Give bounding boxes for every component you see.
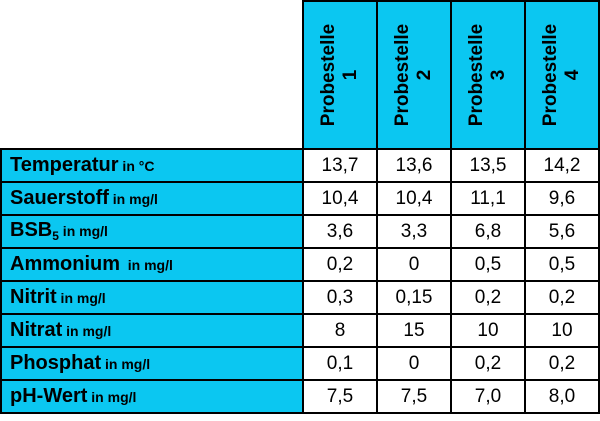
- row-label: Nitrat in mg/l: [0, 313, 304, 348]
- value-cell: 10: [450, 313, 526, 348]
- empty-corner-cell: [1, 1, 304, 150]
- value-cell: 8: [302, 313, 378, 348]
- parameter-name: Ammonium: [10, 253, 120, 275]
- row-label: Temperatur in °C: [0, 148, 304, 183]
- parameter-name: pH-Wert: [10, 385, 88, 407]
- table-row: Nitrit in mg/l 0,3 0,15 0,2 0,2: [0, 280, 600, 315]
- table-row: Temperatur in °C 13,7 13,6 13,5 14,2: [0, 148, 600, 183]
- value-cell: 0,5: [450, 247, 526, 282]
- header-probestelle-4: Probestelle 4: [524, 0, 600, 150]
- header-number: 2: [414, 69, 435, 81]
- value-cell: 13,5: [450, 148, 526, 183]
- value-cell: 13,6: [376, 148, 452, 183]
- parameter-unit: in mg/l: [58, 223, 108, 240]
- value-cell: 0,2: [450, 280, 526, 315]
- row-label: pH-Wert in mg/l: [0, 379, 304, 414]
- header-number: 4: [562, 69, 583, 81]
- parameter-unit: in mg/l: [62, 323, 112, 339]
- header-probestelle-3: Probestelle 3: [450, 0, 526, 150]
- table-row: Ammonium in mg/l 0,2 0 0,5 0,5: [0, 247, 600, 282]
- parameter-name: Sauerstoff: [10, 187, 109, 209]
- parameter-name: Phosphat: [10, 352, 102, 374]
- value-cell: 10: [524, 313, 600, 348]
- value-cell: 7,5: [302, 379, 378, 414]
- header-label: Probestelle: [392, 23, 413, 127]
- value-cell: 8,0: [524, 379, 600, 414]
- parameter-name: Temperatur: [10, 154, 119, 176]
- value-cell: 6,8: [450, 214, 526, 249]
- row-label: Ammonium in mg/l: [0, 247, 304, 282]
- value-cell: 5,6: [524, 214, 600, 249]
- parameter-unit: in mg/l: [120, 257, 173, 273]
- parameter-name: BSB: [10, 219, 53, 242]
- header-probestelle-1: Probestelle 1: [302, 0, 378, 150]
- value-cell: 9,6: [524, 181, 600, 216]
- header-label: Probestelle: [540, 23, 561, 127]
- value-cell: 7,5: [376, 379, 452, 414]
- value-cell: 0,2: [524, 280, 600, 315]
- parameter-unit: in mg/l: [108, 191, 158, 207]
- header-row: Probestelle 1 Probestelle 2 Probestelle …: [1, 0, 600, 150]
- value-cell: 3,6: [302, 214, 378, 249]
- value-cell: 0: [376, 247, 452, 282]
- table-row: Nitrat in mg/l 8 15 10 10: [0, 313, 600, 348]
- value-cell: 15: [376, 313, 452, 348]
- header-number: 3: [488, 69, 509, 81]
- row-label: Nitrit in mg/l: [0, 280, 304, 315]
- row-label: Phosphat in mg/l: [0, 346, 304, 381]
- value-cell: 0: [376, 346, 452, 381]
- value-cell: 11,1: [450, 181, 526, 216]
- header-label: Probestelle: [466, 23, 487, 127]
- table-row: BSB5 in mg/l 3,6 3,3 6,8 5,6: [0, 214, 600, 249]
- row-label: Sauerstoff in mg/l: [0, 181, 304, 216]
- header-number: 1: [340, 69, 361, 81]
- table-row: Sauerstoff in mg/l 10,4 10,4 11,1 9,6: [0, 181, 600, 216]
- value-cell: 0,2: [302, 247, 378, 282]
- header-label: Probestelle: [318, 23, 339, 127]
- value-cell: 0,2: [524, 346, 600, 381]
- value-cell: 3,3: [376, 214, 452, 249]
- row-label: BSB5 in mg/l: [0, 214, 304, 249]
- value-cell: 0,1: [302, 346, 378, 381]
- parameter-unit: in mg/l: [87, 389, 137, 405]
- value-cell: 7,0: [450, 379, 526, 414]
- parameter-unit: in mg/l: [101, 356, 151, 372]
- value-cell: 10,4: [302, 181, 378, 216]
- value-cell: 13,7: [302, 148, 378, 183]
- parameter-unit: in °C: [118, 158, 155, 174]
- value-cell: 10,4: [376, 181, 452, 216]
- value-cell: 0,3: [302, 280, 378, 315]
- table-row: pH-Wert in mg/l 7,5 7,5 7,0 8,0: [0, 379, 600, 414]
- value-cell: 0,5: [524, 247, 600, 282]
- table-row: Phosphat in mg/l 0,1 0 0,2 0,2: [0, 346, 600, 381]
- value-cell: 0,2: [450, 346, 526, 381]
- parameter-name: Nitrat: [10, 319, 63, 341]
- header-probestelle-2: Probestelle 2: [376, 0, 452, 150]
- parameter-name: Nitrit: [10, 286, 57, 308]
- value-cell: 0,15: [376, 280, 452, 315]
- value-cell: 14,2: [524, 148, 600, 183]
- parameter-subscript: 5: [52, 229, 59, 244]
- parameter-unit: in mg/l: [56, 290, 106, 306]
